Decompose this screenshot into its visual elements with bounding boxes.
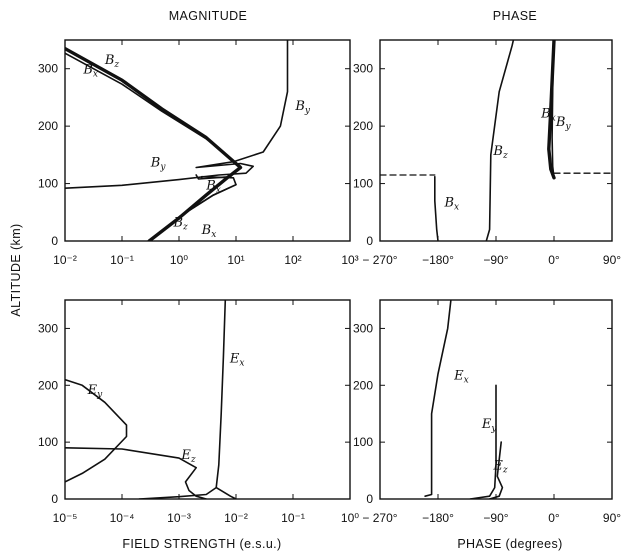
y-tick-label: 0: [366, 492, 373, 506]
series-label-by: By: [294, 99, 311, 116]
panel-e-phase: − 270° −180° −90° 0° 90° 0 100 200 300 Ex Ey Ez: [353, 299, 621, 525]
series-line-bx: [65, 52, 242, 180]
phase-title: PHASE: [493, 9, 537, 23]
series-label-ez: Ez: [492, 458, 508, 475]
series-line-ex: [138, 300, 227, 499]
y-tick-label: 0: [51, 234, 58, 248]
series-label-ex: Ex: [229, 352, 245, 369]
y-tick-label: 200: [353, 378, 373, 392]
x-tick-label: 10³: [341, 253, 358, 267]
series-label-ez: Ez: [180, 448, 196, 465]
x-tick-label: 90°: [603, 253, 621, 267]
x-tick-label: 0°: [548, 511, 560, 525]
series-line-by: [551, 40, 555, 179]
series-label-bz: Bz: [492, 144, 508, 161]
series-label-by: By: [555, 115, 572, 132]
series-line-bx: [434, 175, 439, 241]
series-label-by: By: [150, 155, 167, 172]
x-tick-label: −90°: [483, 253, 508, 267]
series-line-ex: [424, 300, 452, 497]
plot-frame: [64, 39, 351, 242]
x-tick-label: −180°: [422, 511, 454, 525]
x-tick-label: 10⁻³: [167, 511, 191, 525]
series-line-ey: [65, 378, 128, 483]
x-tick-label: 0°: [548, 253, 560, 267]
x-tick-label: − 270°: [362, 253, 397, 267]
plot-frame: [379, 39, 613, 242]
y-tick-label: 100: [38, 177, 58, 191]
x-tick-label: −180°: [422, 253, 454, 267]
y-tick-label: 0: [366, 234, 373, 248]
series-line-ex: [215, 486, 237, 499]
x-tick-label: 90°: [603, 511, 621, 525]
x-tick-label: 10⁻¹: [281, 511, 305, 525]
x-tick-label: −90°: [483, 511, 508, 525]
series-line-by: [65, 40, 289, 189]
y-tick-label: 100: [353, 177, 373, 191]
series-label-bx: Bx: [443, 196, 459, 213]
y-tick-label: 100: [38, 435, 58, 449]
panel-e-magnitude: 10⁻⁵ 10⁻⁴ 10⁻³ 10⁻² 10⁻¹ 10⁰ 0 100 200 300 Ex Ey Ez: [38, 299, 359, 525]
y-tick-label: 300: [38, 321, 58, 335]
x-tick-label: 10⁰: [341, 511, 359, 525]
x-tick-label: 10⁻⁴: [110, 511, 135, 525]
series-line-ez: [488, 441, 504, 499]
y-tick-label: 300: [353, 321, 373, 335]
series-label-bx: Bx: [201, 223, 217, 240]
magnitude-x-axis-label: FIELD STRENGTH (e.s.u.): [122, 537, 281, 551]
x-tick-label: 10⁻⁵: [53, 511, 78, 525]
y-tick-label: 300: [353, 62, 373, 76]
series-label-ey: Ey: [87, 383, 104, 400]
x-tick-label: 10⁰: [170, 253, 188, 267]
series-label-bx: Bx: [540, 107, 556, 124]
magnitude-title: MAGNITUDE: [169, 9, 248, 23]
series-line-bx: [178, 183, 237, 218]
x-tick-label: 10⁻¹: [110, 253, 134, 267]
y-tick-label: 100: [353, 435, 373, 449]
series-line-bx: [547, 40, 556, 180]
x-tick-label: 10⁻²: [53, 253, 77, 267]
series-line-bz: [485, 40, 515, 241]
series-label-ey: Ey: [481, 417, 498, 434]
series-label-bz: Bz: [104, 53, 120, 70]
x-tick-label: 10⁻²: [224, 511, 248, 525]
phase-x-axis-label: PHASE (degrees): [457, 537, 562, 551]
y-tick-label: 200: [353, 119, 373, 133]
plot-frame: [64, 299, 351, 500]
y-tick-label: 200: [38, 119, 58, 133]
series-line-ey: [469, 384, 497, 499]
panels: 10⁻² 10⁻¹ 10⁰ 10¹ 10² 10³ 0 100 200 300 Bz Bz Bx Bx Bx…: [38, 39, 621, 525]
y-axis-label: ALTITUDE (km): [9, 223, 23, 316]
y-tick-label: 0: [51, 492, 58, 506]
x-tick-label: 10¹: [227, 253, 244, 267]
x-tick-label: 10²: [284, 253, 301, 267]
x-tick-label: − 270°: [362, 511, 397, 525]
series-label-bz: Bz: [172, 216, 188, 233]
panel-b-magnitude: 10⁻² 10⁻¹ 10⁰ 10¹ 10² 10³0100200300BzBzBxBxBx…: [38, 39, 359, 267]
y-tick-label: 200: [38, 378, 58, 392]
y-tick-label: 300: [38, 62, 58, 76]
series-line-ez: [65, 447, 207, 499]
series-label-ex: Ex: [453, 369, 469, 386]
